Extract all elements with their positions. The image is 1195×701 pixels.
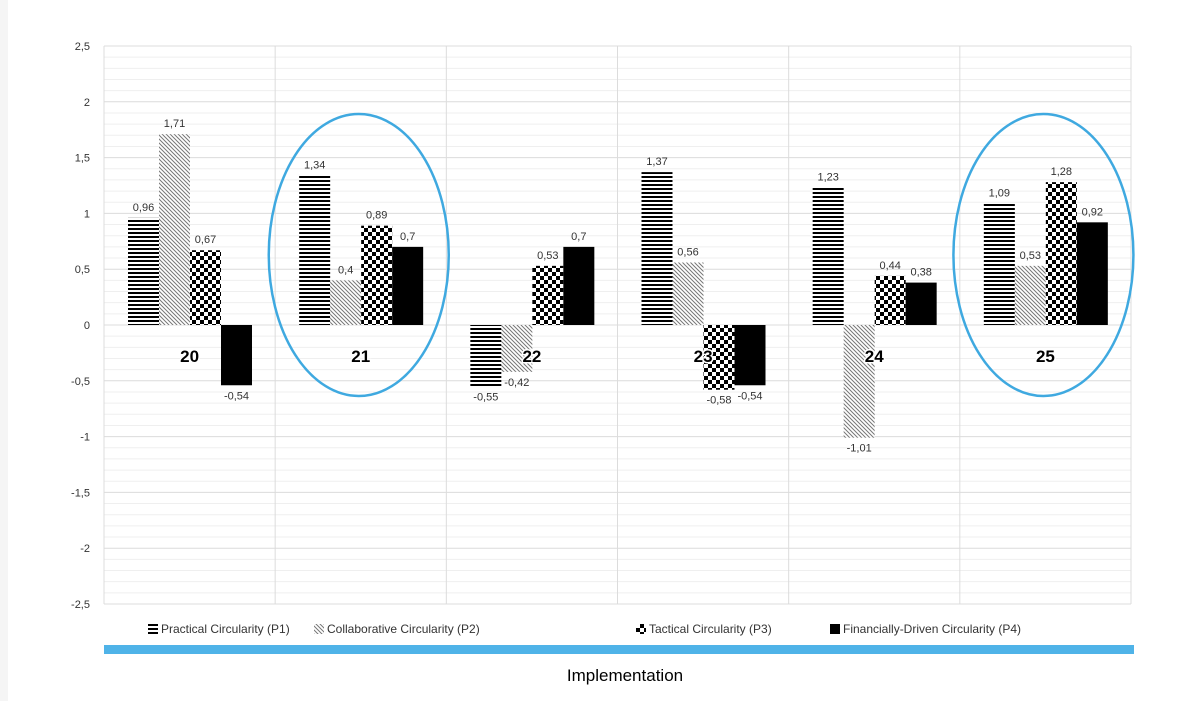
bar-horizontal-stripes-22 [470,325,502,387]
bar-solid-black-24 [905,282,937,325]
y-tick-label: 2,5 [75,41,90,53]
data-label: -0,42 [504,377,529,389]
bar-checkerboard-25 [1045,182,1077,325]
bar-diagonal-stripes-25 [1014,265,1046,325]
bar-horizontal-stripes-20 [128,217,159,325]
x-axis-bar [104,645,1134,654]
data-label: -0,58 [706,395,731,407]
category-label: 22 [522,347,541,366]
y-tick-label: 1 [84,208,90,220]
data-label: 1,23 [817,172,838,184]
data-label: 1,37 [646,156,667,168]
legend-item: Collaborative Circularity (P2) [314,622,480,636]
bar-horizontal-stripes-24 [812,187,844,325]
bar-diagonal-stripes-21 [330,280,362,325]
x-axis-title: Implementation [567,666,683,685]
y-tick-label: -1 [80,432,90,444]
y-tick-label: 1,5 [75,153,90,165]
data-label: 0,7 [571,231,586,243]
grid-lines [103,45,1132,605]
y-tick-label: -2,5 [71,599,90,611]
bar-solid-black-23 [734,325,766,386]
data-label: 1,71 [164,118,185,130]
data-label: 1,34 [304,159,325,171]
bar-solid-black-25 [1076,222,1108,325]
category-label: 23 [694,347,713,366]
category-labels: 20 21 22 23 24 25 [179,346,1057,368]
data-label: 1,09 [989,187,1010,199]
bar-horizontal-stripes-25 [983,203,1015,325]
data-label: 1,28 [1051,166,1072,178]
bar-checkerboard-24 [874,275,906,325]
bar-checkerboard-20 [190,250,221,325]
category-label: 20 [180,347,199,366]
legend-item: Tactical Circularity (P3) [636,622,772,636]
legend-label: Financially-Driven Circularity (P4) [843,622,1021,636]
data-label: 0,53 [537,250,558,262]
bar-diagonal-stripes-20 [159,134,190,325]
bar-checkerboard-23 [703,325,735,390]
category-label: 25 [1036,347,1055,366]
data-label: 0,53 [1020,250,1041,262]
data-label: 0,44 [879,260,900,272]
y-tick-label: 0 [84,320,90,332]
legend-item: Financially-Driven Circularity (P4) [830,622,1021,636]
y-tick-label: 0,5 [75,264,90,276]
bar-diagonal-stripes-22 [501,325,533,372]
data-label: -0,55 [473,391,498,403]
bar-diagonal-stripes-24 [843,325,875,438]
legend: Practical Circularity (P1) Collaborative … [148,622,1021,636]
bar-horizontal-stripes-23 [641,172,673,325]
data-label: -0,54 [224,390,249,402]
bar-checkerboard-21 [361,225,393,325]
legend-label: Practical Circularity (P1) [161,622,290,636]
legend-item: Practical Circularity (P1) [148,622,290,636]
y-tick-label: -1,5 [71,487,90,499]
bars [128,134,1108,438]
data-label: 0,56 [677,247,698,259]
bar-solid-black-20 [221,325,252,386]
highlight-ellipses [267,112,1135,398]
data-label: 0,7 [400,231,415,243]
data-label: -1,01 [847,443,872,455]
y-tick-label: -2 [80,543,90,555]
bar-checkerboard-22 [532,265,564,325]
data-label: 0,67 [195,234,216,246]
category-label: 21 [351,347,370,366]
category-label: 24 [865,347,884,366]
legend-swatch [314,624,324,634]
legend-swatch [148,624,158,634]
highlight-ellipse [952,112,1135,398]
bar-horizontal-stripes-21 [299,175,331,325]
bar-chart: 0,96 1,34 -0,55 1,37 1,23 1,09 1,71 0,4 -0,42 0,5… [71,41,1135,685]
data-label: 0,89 [366,210,387,222]
y-tick-label: -0,5 [71,376,90,388]
data-label: 0,4 [338,264,353,276]
legend-swatch [636,624,646,634]
data-label: 0,96 [133,202,154,214]
bar-solid-black-22 [563,246,595,325]
bar-diagonal-stripes-23 [672,262,704,325]
y-axis: 2,5 2 1,5 1 0,5 0 -0,5 -1 -1,5 -2 -2,5 [71,41,90,611]
legend-swatch [830,624,840,634]
legend-label: Collaborative Circularity (P2) [327,622,480,636]
chart-frame: 0,96 1,34 -0,55 1,37 1,23 1,09 1,71 0,4 -0,42 0,5… [8,0,1195,701]
y-tick-label: 2 [84,97,90,109]
highlight-ellipse [267,112,450,398]
legend-label: Tactical Circularity (P3) [649,622,772,636]
data-label: -0,54 [737,390,762,402]
data-label: 0,92 [1082,206,1103,218]
data-labels: 0,96 1,34 -0,55 1,37 1,23 1,09 1,71 0,4 -0,42 0,5… [133,118,1103,455]
bar-solid-black-21 [392,246,424,325]
data-label: 0,38 [910,267,931,279]
